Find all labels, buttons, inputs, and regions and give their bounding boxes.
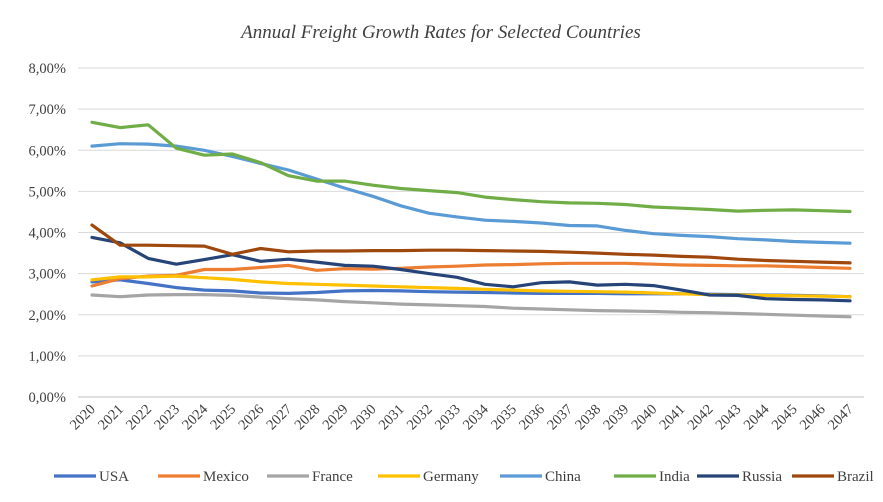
series-line-france [90,293,852,319]
legend-label: Germany [423,469,479,485]
y-tick-label: 5,00% [29,184,66,200]
series-lines [90,120,852,319]
chart-title: Annual Freight Growth Rates for Selected… [239,22,641,43]
series-line-mexico [90,261,852,288]
y-tick-label: 0,00% [29,390,66,406]
y-tick-label: 3,00% [29,267,66,283]
gridlines [78,67,864,398]
series-line-russia [90,235,852,303]
y-tick-label: 7,00% [29,102,66,118]
legend-label: USA [99,469,129,485]
legend-label: Russia [742,469,782,485]
y-tick-label: 2,00% [29,308,66,324]
series-line-india [90,120,852,214]
y-tick-label: 4,00% [29,226,66,242]
legend-label: Brazil [837,469,874,485]
y-tick-label: 8,00% [29,61,66,77]
y-axis-tick-labels: 0,00% 1,00% 2,00% 3,00% 4,00% 5,00% 6,00% 7,00%… [29,61,66,406]
legend-label: Mexico [203,469,249,485]
y-tick-label: 1,00% [29,349,66,365]
legend: USA Mexico France Germany China India Russia Br… [54,469,874,485]
y-tick-label: 6,00% [29,143,66,159]
legend-label: France [312,469,353,485]
legend-label: India [659,469,690,485]
series-line-brazil [90,223,852,265]
legend-label: China [545,469,581,485]
